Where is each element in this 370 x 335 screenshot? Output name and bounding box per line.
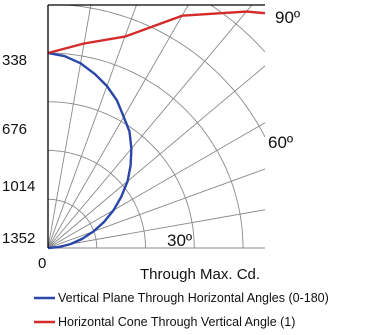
grid-spoke-80 — [48, 209, 265, 249]
grid-ring-3 — [48, 101, 195, 249]
grid-spoke-40 — [48, 5, 253, 249]
angle-label-60: 60º — [268, 133, 293, 152]
x-axis-caption: Through Max. Cd. — [140, 266, 260, 283]
r-tick-label-338: 338 — [2, 52, 27, 69]
grid-spoke-10 — [48, 5, 92, 249]
grid-spoke-30 — [48, 5, 189, 249]
grid-spoke-60 — [48, 122, 265, 249]
grid-ring-4 — [48, 52, 244, 248]
series-line-horizontal-cone — [47, 10, 266, 55]
series-lines — [47, 10, 266, 250]
plot-frame — [47, 4, 265, 248]
angle-label-90: 90º — [275, 8, 300, 27]
r-tick-label-0: 0 — [38, 255, 46, 272]
legend: Vertical Plane Through Horizontal Angles… — [34, 291, 329, 329]
series-line-vertical-plane — [47, 51, 133, 250]
grid-spoke-50 — [48, 65, 265, 249]
grid-ring-5 — [59, 5, 265, 138]
grid-ring-1 — [48, 198, 98, 249]
legend-label-horizontal-cone: Horizontal Cone Through Vertical Angle (… — [58, 315, 295, 329]
grid-ring-8 — [48, 0, 370, 248]
r-tick-label-1014: 1014 — [2, 178, 35, 195]
angle-label-30: 30º — [167, 231, 192, 250]
grid-spoke-70 — [48, 168, 265, 249]
r-tick-label-1352: 1352 — [2, 230, 35, 247]
polar-grid — [48, 0, 370, 249]
grid-ring-2 — [48, 150, 146, 248]
legend-label-vertical-plane: Vertical Plane Through Horizontal Angles… — [58, 291, 329, 305]
r-tick-label-676: 676 — [2, 121, 27, 138]
grid-ring-7 — [48, 0, 370, 248]
grid-spoke-20 — [48, 5, 137, 249]
grid-ring-6 — [210, 5, 265, 53]
